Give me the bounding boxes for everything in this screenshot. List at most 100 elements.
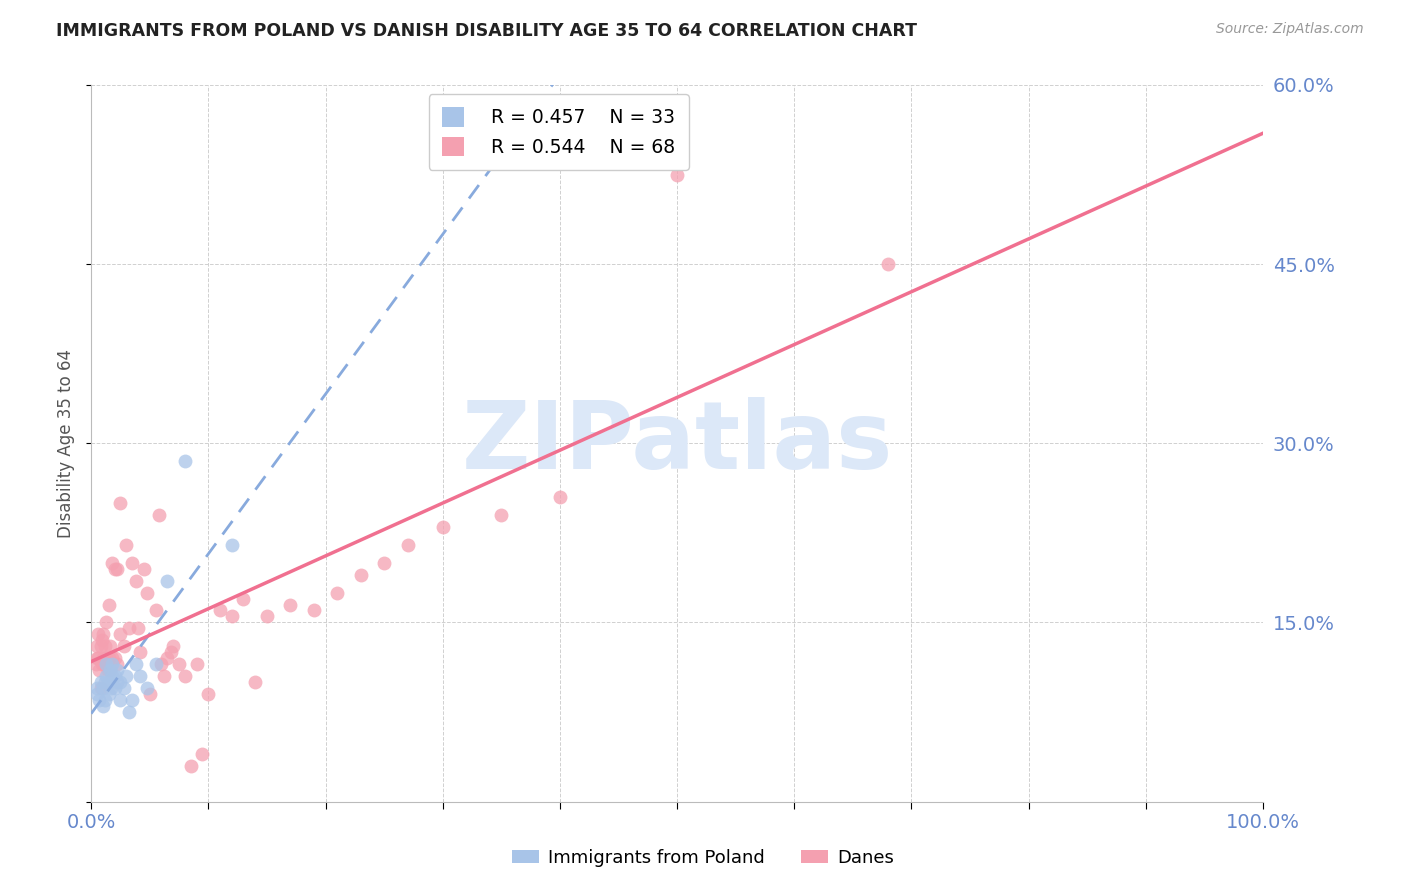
- Point: [232, 591, 254, 606]
- Point: [125, 574, 148, 588]
- Point: [280, 598, 302, 612]
- Point: [91, 699, 114, 714]
- Point: [96, 669, 118, 683]
- Point: [104, 651, 127, 665]
- Point: [94, 693, 117, 707]
- Point: [167, 657, 190, 672]
- Point: [89, 663, 111, 677]
- Legend:   R = 0.457    N = 33,   R = 0.544    N = 68: R = 0.457 N = 33, R = 0.544 N = 68: [429, 95, 689, 169]
- Point: [101, 657, 124, 672]
- Text: ZIPatlas: ZIPatlas: [461, 397, 893, 490]
- Point: [115, 669, 138, 683]
- Point: [180, 758, 202, 772]
- Point: [86, 651, 108, 665]
- Text: IMMIGRANTS FROM POLAND VS DANISH DISABILITY AGE 35 TO 64 CORRELATION CHART: IMMIGRANTS FROM POLAND VS DANISH DISABIL…: [56, 22, 917, 40]
- Point: [221, 609, 243, 624]
- Point: [87, 627, 110, 641]
- Point: [96, 663, 118, 677]
- Point: [91, 651, 114, 665]
- Point: [101, 556, 124, 570]
- Point: [350, 567, 373, 582]
- Point: [129, 669, 152, 683]
- Point: [136, 585, 159, 599]
- Point: [174, 454, 197, 468]
- Point: [89, 640, 111, 654]
- Point: [105, 675, 128, 690]
- Point: [110, 675, 132, 690]
- Point: [548, 490, 571, 504]
- Point: [666, 168, 689, 182]
- Point: [209, 603, 232, 617]
- Point: [148, 508, 170, 522]
- Point: [221, 538, 243, 552]
- Point: [101, 651, 124, 665]
- Point: [326, 585, 349, 599]
- Point: [86, 640, 108, 654]
- Point: [153, 669, 176, 683]
- Point: [87, 651, 110, 665]
- Point: [100, 681, 122, 695]
- Point: [121, 556, 143, 570]
- Point: [150, 657, 173, 672]
- Point: [104, 681, 127, 695]
- Point: [256, 609, 278, 624]
- Point: [139, 687, 162, 701]
- Point: [91, 681, 114, 695]
- Point: [89, 693, 111, 707]
- Point: [127, 621, 149, 635]
- Point: [98, 640, 121, 654]
- Point: [160, 645, 183, 659]
- Point: [101, 669, 124, 683]
- Point: [245, 675, 267, 690]
- Point: [491, 508, 513, 522]
- Point: [121, 693, 143, 707]
- Point: [191, 747, 214, 761]
- Point: [125, 657, 148, 672]
- Point: [110, 693, 132, 707]
- Point: [86, 687, 108, 701]
- Point: [90, 633, 112, 648]
- Point: [118, 621, 141, 635]
- Point: [98, 663, 121, 677]
- Point: [156, 574, 179, 588]
- Point: [145, 657, 167, 672]
- Point: [118, 705, 141, 719]
- Point: [97, 687, 120, 701]
- Point: [96, 615, 118, 630]
- Point: [89, 675, 111, 690]
- Point: [145, 603, 167, 617]
- Point: [136, 681, 159, 695]
- Point: [98, 663, 121, 677]
- Point: [94, 640, 117, 654]
- Point: [94, 675, 117, 690]
- Point: [110, 496, 132, 510]
- Point: [97, 651, 120, 665]
- Point: [197, 687, 219, 701]
- Point: [186, 657, 208, 672]
- Y-axis label: Disability Age 35 to 64: Disability Age 35 to 64: [58, 349, 75, 538]
- Point: [112, 640, 135, 654]
- Point: [396, 538, 419, 552]
- Point: [86, 681, 108, 695]
- Point: [110, 627, 132, 641]
- Point: [162, 640, 184, 654]
- Point: [302, 603, 325, 617]
- Point: [105, 663, 128, 677]
- Point: [90, 657, 112, 672]
- Point: [105, 657, 128, 672]
- Point: [174, 669, 197, 683]
- Point: [97, 675, 120, 690]
- Point: [104, 562, 127, 576]
- Point: [432, 520, 454, 534]
- Point: [97, 598, 120, 612]
- Point: [112, 681, 135, 695]
- Point: [96, 651, 118, 665]
- Point: [373, 556, 395, 570]
- Point: [89, 681, 111, 695]
- Point: [129, 645, 152, 659]
- Point: [84, 657, 107, 672]
- Point: [104, 669, 127, 683]
- Point: [132, 562, 155, 576]
- Legend: Immigrants from Poland, Danes: Immigrants from Poland, Danes: [505, 842, 901, 874]
- Point: [105, 562, 128, 576]
